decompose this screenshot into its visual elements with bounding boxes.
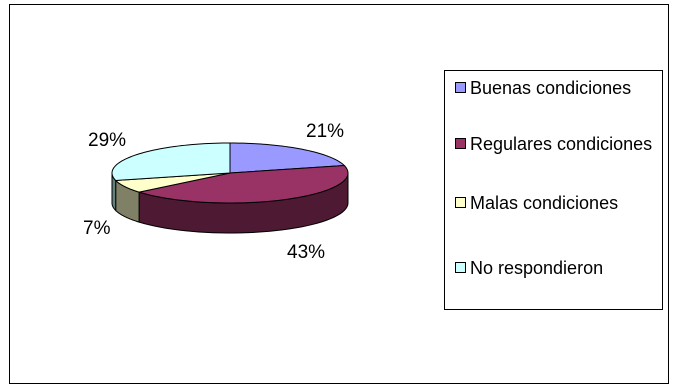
pie-slice-regulares xyxy=(138,165,349,204)
legend-swatch xyxy=(455,138,466,149)
legend-label: Regulares condiciones xyxy=(470,134,653,154)
data-label-regulares: 43% xyxy=(287,242,325,263)
data-label-no-respondieron: 29% xyxy=(88,130,126,151)
legend-swatch xyxy=(455,262,466,273)
pie-chart: 21% 43% 7% 29% xyxy=(83,121,349,263)
legend-item-regulares: Regulares condiciones xyxy=(455,133,655,155)
legend-label: Buenas condiciones xyxy=(470,78,632,98)
legend-swatch xyxy=(455,82,466,93)
legend-item-malas: Malas condiciones xyxy=(455,192,655,214)
data-label-buenas: 21% xyxy=(306,121,344,142)
pie-slice-no-respondieron xyxy=(111,142,231,181)
legend-label: Malas condiciones xyxy=(470,193,619,213)
pie-slice-buenas xyxy=(229,142,346,174)
data-label-malas: 7% xyxy=(83,218,111,239)
legend-item-buenas: Buenas condiciones xyxy=(455,77,655,99)
data-labels: 21% 43% 7% 29% xyxy=(83,121,344,263)
legend-item-no-respondieron: No respondieron xyxy=(455,257,655,279)
legend: Buenas condiciones Regulares condiciones… xyxy=(444,70,663,310)
pie-tops xyxy=(111,142,349,204)
legend-swatch xyxy=(455,197,466,208)
legend-label: No respondieron xyxy=(470,258,604,278)
pie-slice-malas xyxy=(114,172,231,193)
